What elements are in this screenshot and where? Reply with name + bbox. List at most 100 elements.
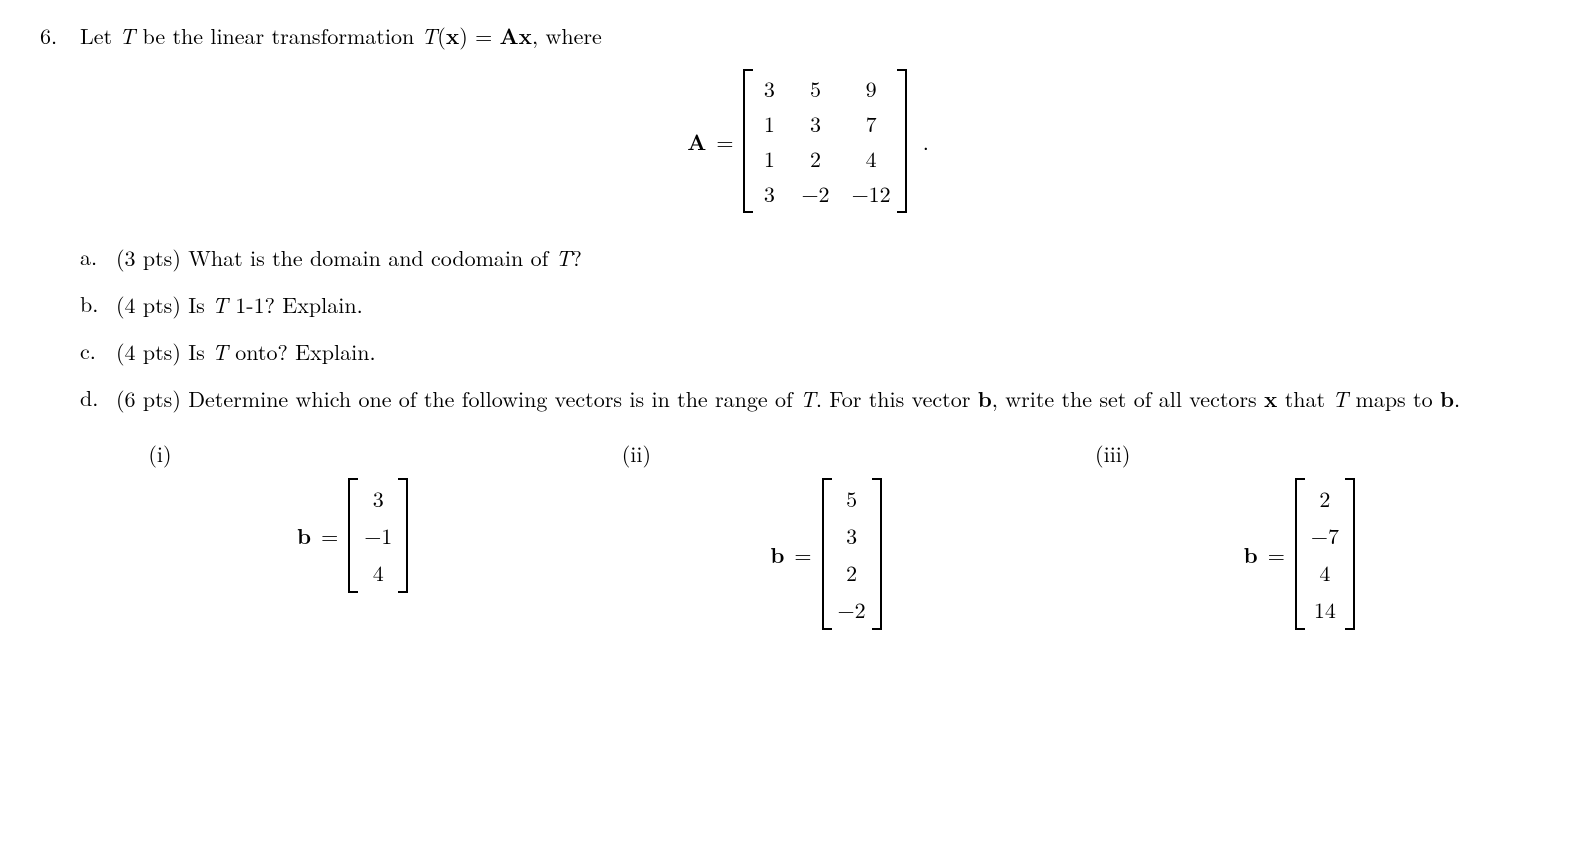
vector-i-matrix: 3 −1 4 — [348, 478, 408, 593]
part-b-label: b. — [80, 288, 116, 319]
part-d-x: x — [1264, 383, 1277, 414]
A-2-2: 4 — [852, 143, 891, 174]
problem-body: Let T be the linear transformation T(x) … — [80, 20, 1536, 644]
bracket-left — [822, 478, 832, 630]
vector-ii-b: b — [770, 538, 784, 571]
A-1-0: 1 — [759, 108, 779, 139]
vector-ii-eq: = — [794, 538, 811, 571]
part-b-text2: 1-1? Explain. — [228, 289, 363, 320]
vector-i-eq: = — [321, 519, 338, 552]
intro-suffix: , where — [532, 20, 602, 51]
intro-prefix: Let — [80, 20, 119, 51]
Tx-T: T — [422, 20, 438, 51]
Tx-x: x — [446, 20, 459, 51]
vii-2: 2 — [838, 556, 866, 589]
part-c: c. (4 pts) Is T onto? Explain. — [80, 335, 1536, 368]
bracket-right — [872, 478, 882, 630]
part-a-T: T — [556, 242, 572, 273]
A-eq: = — [716, 126, 733, 157]
part-a-label: a. — [80, 241, 116, 272]
A-2-0: 1 — [759, 143, 779, 174]
part-a-q: ? — [571, 242, 581, 273]
part-c-pts: (4 pts) — [116, 336, 188, 367]
bracket-right — [398, 478, 408, 593]
part-d-pts: (6 pts) — [116, 383, 188, 414]
part-d-b2: b — [1440, 383, 1454, 414]
part-b-text1: Is — [188, 289, 212, 320]
intro-mid: be the linear transformation — [135, 20, 421, 51]
viii-0: 2 — [1311, 482, 1339, 515]
part-d-text4: that — [1277, 383, 1332, 414]
matrix-A-block: A = 3 5 9 1 3 7 1 2 4 3 −2 — [80, 69, 1536, 213]
vector-iii-eq: = — [1268, 538, 1285, 571]
vector-i-label: (i) — [118, 437, 587, 470]
vector-i-b: b — [297, 519, 311, 552]
bracket-right — [897, 69, 907, 213]
vector-ii-matrix: 5 3 2 −2 — [822, 478, 882, 630]
vector-iii-matrix: 2 −7 4 14 — [1295, 478, 1355, 630]
Tx-paren: (x) — [437, 20, 467, 51]
vi-2: 4 — [364, 556, 392, 589]
vector-iii: (iii) b = 2 −7 4 1 — [1065, 437, 1534, 630]
matrix-A: 3 5 9 1 3 7 1 2 4 3 −2 −12 — [743, 69, 906, 213]
part-b-body: (4 pts) Is T 1-1? Explain. — [116, 288, 1536, 321]
part-d-text6: . — [1454, 383, 1460, 414]
vector-iii-grid: 2 −7 4 14 — [1305, 478, 1345, 630]
part-c-text2: onto? Explain. — [228, 336, 376, 367]
vi-0: 3 — [364, 482, 392, 515]
bracket-left — [1295, 478, 1305, 630]
vector-i-grid: 3 −1 4 — [358, 478, 398, 593]
vector-ii: (ii) b = 5 3 2 −2 — [592, 437, 1061, 630]
A-3-2: −12 — [852, 178, 891, 209]
problem-number: 6. — [40, 20, 80, 51]
vector-iii-label: (iii) — [1065, 437, 1534, 470]
part-b-pts: (4 pts) — [116, 289, 188, 320]
part-d-text5: maps to — [1348, 383, 1440, 414]
vector-iii-b: b — [1244, 538, 1258, 571]
part-d-T: T — [800, 383, 816, 414]
A-0-0: 3 — [759, 73, 779, 104]
viii-3: 14 — [1311, 593, 1339, 626]
bracket-left — [743, 69, 753, 213]
part-d-b: b — [978, 383, 992, 414]
part-b-T: T — [212, 289, 228, 320]
part-a-body: (3 pts) What is the domain and codomain … — [116, 241, 1536, 274]
A-0-2: 9 — [852, 73, 891, 104]
part-d: d. (6 pts) Determine which one of the fo… — [80, 382, 1536, 630]
vii-1: 3 — [838, 519, 866, 552]
part-d-text2: . For this vector — [816, 383, 978, 414]
Ax-x: x — [519, 20, 532, 51]
problem-6: 6. Let T be the linear transformation T(… — [40, 20, 1536, 644]
part-c-label: c. — [80, 335, 116, 366]
part-d-text3: , write the set of all vectors — [992, 383, 1264, 414]
A-0-1: 5 — [801, 73, 829, 104]
matrix-period: . — [923, 126, 929, 157]
viii-1: −7 — [1311, 519, 1339, 552]
vii-0: 5 — [838, 482, 866, 515]
eq-sign: = — [468, 20, 500, 51]
bracket-left — [348, 478, 358, 593]
part-d-label: d. — [80, 382, 116, 413]
part-a-text1: What is the domain and codomain of — [188, 242, 555, 273]
A-1-2: 7 — [852, 108, 891, 139]
vector-ii-grid: 5 3 2 −2 — [832, 478, 872, 630]
vector-ii-label: (ii) — [592, 437, 1061, 470]
intro-line: Let T be the linear transformation T(x) … — [80, 20, 1536, 51]
Ax-A: A — [500, 20, 519, 51]
bracket-right — [1345, 478, 1355, 630]
vector-i: (i) b = 3 −1 4 — [118, 437, 587, 593]
vectors-row: (i) b = 3 −1 4 — [116, 437, 1536, 630]
A-1-1: 3 — [801, 108, 829, 139]
vi-1: −1 — [364, 519, 392, 552]
part-d-text1: Determine which one of the following vec… — [188, 383, 800, 414]
matrix-A-grid: 3 5 9 1 3 7 1 2 4 3 −2 −12 — [753, 69, 896, 213]
part-b: b. (4 pts) Is T 1-1? Explain. — [80, 288, 1536, 321]
part-c-text1: Is — [188, 336, 212, 367]
A-3-1: −2 — [801, 178, 829, 209]
part-c-T: T — [212, 336, 228, 367]
A-label: A — [687, 126, 706, 157]
A-3-0: 3 — [759, 178, 779, 209]
part-d-T2: T — [1332, 383, 1348, 414]
part-a: a. (3 pts) What is the domain and codoma… — [80, 241, 1536, 274]
viii-2: 4 — [1311, 556, 1339, 589]
